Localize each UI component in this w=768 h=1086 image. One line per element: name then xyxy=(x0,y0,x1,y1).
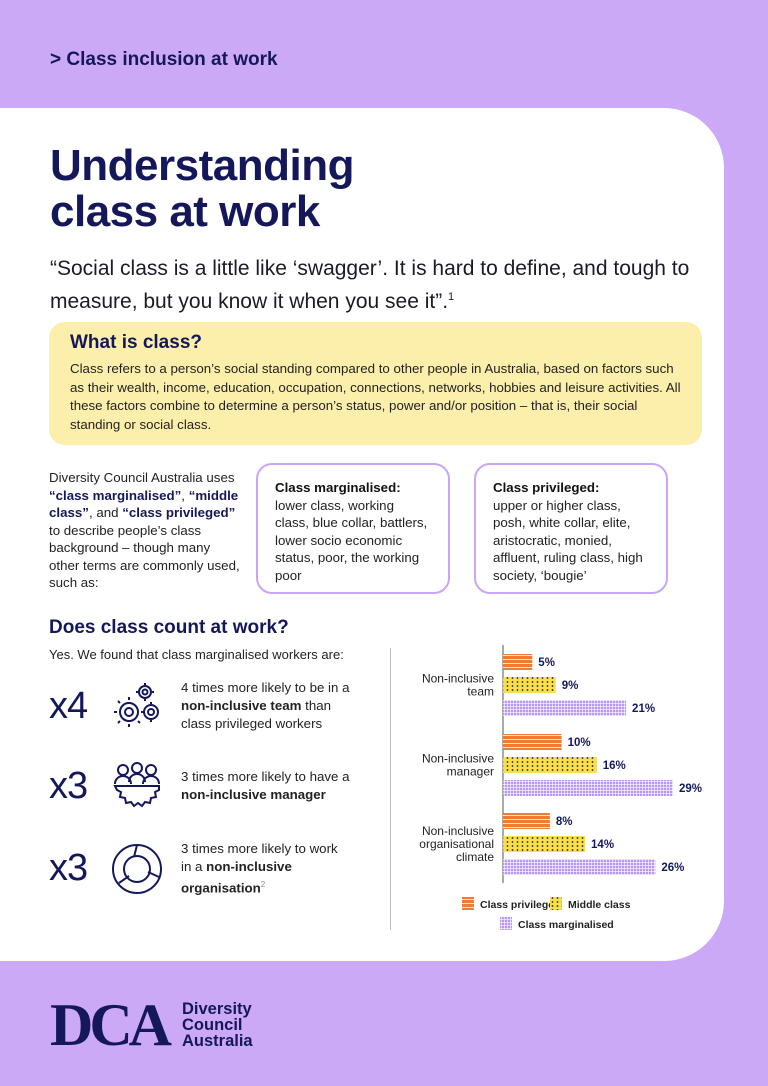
gears-icon xyxy=(114,683,159,727)
stat-manager: x3 3 times more likely to have a non-inc… xyxy=(49,758,351,814)
class-marginalised-box: Class marginalised: lower class, working … xyxy=(256,463,450,594)
quote: “Social class is a little like ‘swagger’… xyxy=(50,257,690,313)
legend-swatch xyxy=(462,897,474,910)
page-title: Understanding class at work xyxy=(50,141,354,236)
section-lead: Yes. We found that class marginalised wo… xyxy=(49,647,344,662)
legend-swatch xyxy=(500,917,512,930)
stat-organisation: x3 3 times more likely to work in a non-… xyxy=(49,841,338,896)
footnote-ref: 1 xyxy=(448,291,455,303)
bar-class-marginalised xyxy=(503,859,656,875)
category-label: Non-inclusive xyxy=(422,824,494,838)
data-label: 9% xyxy=(562,680,579,692)
bar-middle-class xyxy=(503,757,597,773)
bar-middle-class xyxy=(503,677,556,693)
cycle-icon xyxy=(112,843,162,894)
legend-label: Class marginalised xyxy=(518,919,614,931)
content-card xyxy=(0,108,724,961)
people-gear-icon xyxy=(113,762,160,808)
data-label: 21% xyxy=(632,703,655,715)
logo-mark: DCA xyxy=(50,992,172,1058)
section-heading: Does class count at work? xyxy=(49,617,289,638)
stat-team: x4 4 times more likely to be in a non-in… xyxy=(49,678,351,734)
section-kicker: > Class inclusion at work xyxy=(50,49,278,70)
category-label: manager xyxy=(447,765,494,779)
what-is-class-heading: What is class? xyxy=(70,332,202,353)
data-label: 29% xyxy=(679,783,702,795)
legend-label: Class privileged xyxy=(480,899,561,911)
data-label: 14% xyxy=(591,839,614,851)
legend-swatch xyxy=(550,897,562,910)
category-label: team xyxy=(467,685,494,699)
category-label: climate xyxy=(456,850,494,864)
class-privileged-box: Class privileged: upper or higher class, … xyxy=(474,463,668,594)
intro-text: Diversity Council Australia uses “class … xyxy=(49,470,240,590)
bar-middle-class xyxy=(503,836,586,852)
bar-class-marginalised xyxy=(503,780,673,796)
data-label: 8% xyxy=(556,816,573,828)
category-label: Non-inclusive xyxy=(422,672,494,686)
category-label: organisational xyxy=(419,837,494,851)
bar-class-privileged xyxy=(503,654,533,670)
what-is-class-body: Class refers to a person’s social standi… xyxy=(70,361,681,432)
what-is-class-box: What is class? Class refers to a person’… xyxy=(49,322,702,445)
data-label: 26% xyxy=(661,862,684,874)
dca-logo: DCA Diversity Council Australia xyxy=(50,992,253,1058)
category-label: Non-inclusive xyxy=(422,752,494,766)
data-label: 5% xyxy=(538,657,555,669)
bar-class-privileged xyxy=(503,734,562,750)
data-label: 10% xyxy=(568,737,591,749)
data-label: 16% xyxy=(603,760,626,772)
bar-chart: Non-inclusiveteam5%9%21%Non-inclusiveman… xyxy=(419,645,702,931)
legend-label: Middle class xyxy=(568,899,631,911)
divider xyxy=(390,648,391,930)
bar-class-privileged xyxy=(503,813,550,829)
bar-class-marginalised xyxy=(503,700,627,716)
